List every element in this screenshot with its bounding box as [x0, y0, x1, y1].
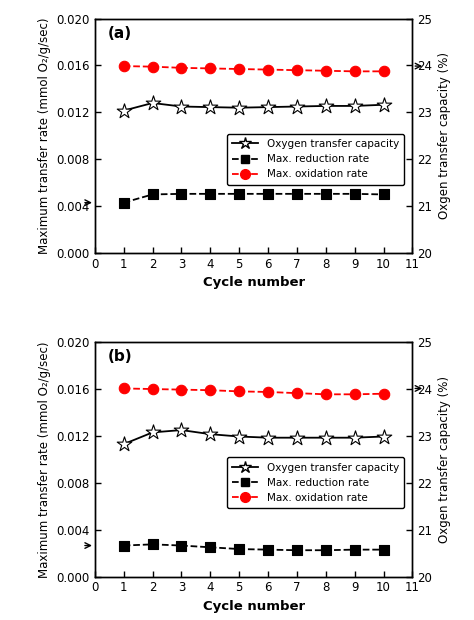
Point [351, 389, 358, 399]
X-axis label: Cycle number: Cycle number [202, 277, 305, 290]
Point [380, 389, 387, 399]
Point [322, 545, 329, 555]
Point [236, 544, 243, 554]
Point [120, 105, 128, 115]
Point [207, 189, 214, 199]
Point [351, 545, 358, 555]
Point [120, 541, 128, 551]
Point [380, 432, 387, 441]
Y-axis label: Oxgen transfer capacity (%): Oxgen transfer capacity (%) [438, 376, 451, 543]
Y-axis label: Maximum transfer rate (mmol O₂/g/sec): Maximum transfer rate (mmol O₂/g/sec) [38, 341, 51, 578]
Point [120, 61, 128, 71]
Y-axis label: Oxgen transfer capacity (%): Oxgen transfer capacity (%) [438, 52, 451, 219]
Point [236, 432, 243, 441]
Text: (b): (b) [108, 349, 132, 364]
Point [149, 62, 156, 72]
Point [322, 66, 329, 76]
Point [149, 427, 156, 437]
Point [380, 545, 387, 555]
Point [178, 102, 185, 112]
Text: (a): (a) [108, 25, 132, 41]
Point [236, 386, 243, 396]
Point [351, 66, 358, 76]
Point [236, 189, 243, 199]
Point [236, 103, 243, 113]
Point [264, 387, 272, 397]
Point [149, 190, 156, 200]
Point [264, 189, 272, 199]
Point [178, 189, 185, 199]
Y-axis label: Maximum transfer rate (mmol O₂/g/sec): Maximum transfer rate (mmol O₂/g/sec) [38, 17, 51, 254]
Point [293, 65, 301, 75]
Point [322, 433, 329, 443]
Point [351, 189, 358, 199]
Point [264, 102, 272, 112]
Point [178, 384, 185, 394]
Point [178, 541, 185, 551]
Point [207, 542, 214, 552]
Legend: Oxygen transfer capacity, Max. reduction rate, Max. oxidation rate: Oxygen transfer capacity, Max. reduction… [227, 134, 404, 185]
Point [293, 545, 301, 555]
Point [178, 425, 185, 435]
Point [293, 388, 301, 398]
Point [120, 439, 128, 449]
Point [149, 384, 156, 394]
Point [120, 384, 128, 394]
Point [207, 429, 214, 439]
Point [236, 64, 243, 74]
Point [293, 102, 301, 112]
Point [322, 389, 329, 399]
Point [322, 101, 329, 111]
Point [207, 102, 214, 112]
Point [380, 190, 387, 200]
Point [351, 433, 358, 443]
Point [264, 64, 272, 74]
Point [178, 63, 185, 73]
X-axis label: Cycle number: Cycle number [202, 600, 305, 613]
Point [380, 100, 387, 110]
Point [207, 385, 214, 395]
Point [149, 539, 156, 549]
Legend: Oxygen transfer capacity, Max. reduction rate, Max. oxidation rate: Oxygen transfer capacity, Max. reduction… [227, 458, 404, 508]
Point [120, 198, 128, 208]
Point [293, 189, 301, 199]
Point [264, 433, 272, 443]
Point [207, 63, 214, 73]
Point [293, 433, 301, 443]
Point [380, 66, 387, 76]
Point [322, 189, 329, 199]
Point [351, 101, 358, 111]
Point [149, 98, 156, 108]
Point [264, 545, 272, 555]
